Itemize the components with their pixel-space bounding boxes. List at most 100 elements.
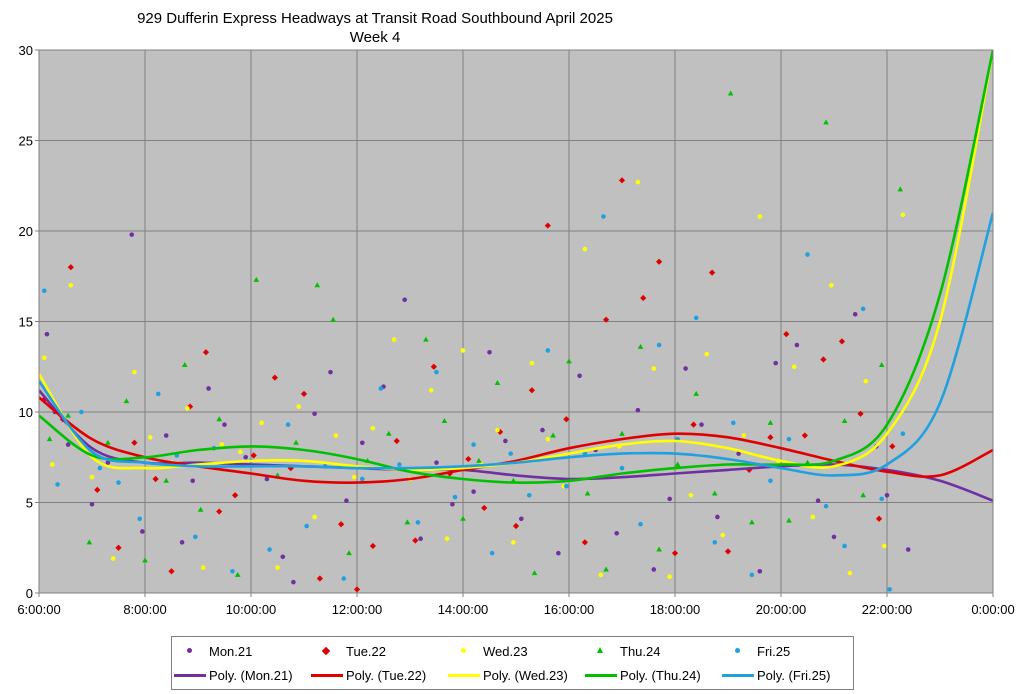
data-point-mon-21 [683, 366, 688, 371]
data-point-wed-23 [511, 540, 516, 545]
data-point-wed-23 [529, 360, 535, 366]
data-point-tue-22 [300, 390, 308, 398]
data-point-fri-25 [42, 288, 47, 294]
data-point-thu-24 [404, 519, 411, 525]
data-point-thu-24 [346, 550, 352, 556]
data-point-wed-23 [391, 337, 397, 342]
legend-item-poly-thu-24: Poly. (Thu.24) [583, 664, 701, 686]
legend-label: Thu.24 [620, 643, 661, 659]
data-point-fri-25 [489, 550, 495, 556]
data-point-thu-24 [804, 459, 811, 465]
x-tick-label: 6:00:00 [17, 602, 60, 617]
data-point-fri-25 [267, 547, 272, 552]
data-point-mon-21 [280, 554, 286, 560]
legend-item-poly-mon-21: Poly. (Mon.21) [172, 664, 293, 686]
data-point-fri-25 [526, 492, 532, 498]
data-point-thu-24 [46, 436, 53, 442]
y-tick-label: 25 [19, 134, 33, 149]
legend-line-icon [720, 664, 754, 686]
data-point-wed-23 [847, 570, 853, 576]
trendlines [39, 50, 993, 502]
data-point-wed-23 [185, 406, 190, 411]
chart-title: 929 Dufferin Express Headways at Transit… [137, 10, 613, 27]
data-point-wed-23 [667, 574, 672, 580]
legend-item-mon-21: Mon.21 [172, 640, 252, 662]
legend-label: Poly. (Wed.23) [483, 667, 568, 683]
legend-item-thu-24: Thu.24 [583, 640, 660, 662]
legend-line-icon [172, 664, 206, 686]
legend-item-poly-tue-22: Poly. (Tue.22) [309, 664, 426, 686]
data-point-mon-21 [651, 567, 657, 572]
data-point-mon-21 [89, 502, 95, 507]
legend-label: Poly. (Fri.25) [757, 667, 831, 683]
data-point-mon-21 [418, 536, 423, 541]
data-point-wed-23 [352, 474, 357, 480]
data-point-fri-25 [786, 436, 792, 442]
y-tick-label: 10 [19, 405, 33, 420]
data-point-fri-25 [471, 442, 476, 447]
data-point-tue-22 [512, 522, 520, 530]
data-point-mon-21 [105, 460, 111, 465]
data-point-thu-24 [550, 432, 556, 438]
data-point-mon-21 [328, 369, 333, 375]
legend-line-icon [583, 664, 617, 686]
data-point-thu-24 [767, 419, 774, 425]
y-tick-label: 0 [26, 586, 33, 601]
data-point-tue-22 [724, 548, 732, 555]
data-point-fri-25 [285, 422, 291, 427]
data-point-thu-24 [314, 282, 321, 288]
x-tick-label: 22:00:00 [862, 602, 913, 617]
data-point-thu-24 [841, 418, 848, 424]
data-point-fri-25 [397, 462, 402, 467]
data-point-wed-23 [259, 420, 264, 426]
legend-marker-icon [583, 640, 617, 662]
legend-label: Poly. (Tue.22) [346, 667, 427, 683]
data-point-fri-25 [378, 386, 384, 391]
data-point-fri-25 [155, 391, 161, 397]
data-point-thu-24 [423, 336, 429, 342]
data-point-thu-24 [711, 490, 718, 496]
data-point-wed-23 [132, 369, 137, 375]
data-point-wed-23 [42, 355, 47, 361]
data-point-mon-21 [129, 232, 135, 237]
data-point-mon-21 [243, 454, 248, 460]
legend-row-trendlines: Poly. (Mon.21) Poly. (Tue.22) Poly. (Wed.2… [172, 664, 853, 686]
trendline-poly-thu-24 [39, 50, 993, 484]
data-point-wed-23 [201, 565, 206, 570]
legend-line-icon [309, 664, 343, 686]
data-point-fri-25 [360, 476, 365, 482]
data-point-wed-23 [741, 433, 747, 438]
y-tick-label: 15 [19, 315, 33, 330]
data-point-fri-25 [137, 516, 142, 522]
data-point-thu-24 [494, 380, 501, 386]
data-point-fri-25 [545, 348, 551, 353]
data-point-wed-23 [863, 378, 869, 384]
legend: Mon.21 Tue.22 Wed.23 Thu.24 Fri.25 Poly. (Mo… [171, 636, 854, 690]
data-point-mon-21 [344, 498, 349, 503]
data-point-wed-23 [89, 474, 95, 480]
trendline-poly-wed-23 [39, 50, 993, 472]
data-point-mon-21 [667, 496, 672, 502]
data-point-thu-24 [65, 412, 71, 418]
data-point-tue-22 [875, 515, 883, 522]
data-point-mon-21 [736, 451, 741, 456]
data-point-thu-24 [637, 343, 644, 349]
legend-row-markers: Mon.21 Tue.22 Wed.23 Thu.24 Fri.25 [172, 640, 853, 662]
data-point-thu-24 [603, 566, 609, 572]
data-point-fri-25 [55, 482, 60, 487]
data-point-tue-22 [767, 434, 774, 441]
data-point-wed-23 [333, 433, 339, 438]
data-point-fri-25 [693, 315, 699, 321]
data-point-mon-21 [635, 407, 641, 413]
data-point-wed-23 [444, 536, 450, 541]
data-point-thu-24 [330, 316, 336, 322]
data-point-fri-25 [230, 568, 235, 574]
data-point-fri-25 [842, 543, 847, 549]
chart-svg: 0 5 10 15 20 25 30 6:00:00 8:00:00 10:00:00 12:00:… [17, 43, 1014, 617]
y-tick-label: 5 [26, 496, 33, 511]
data-point-wed-23 [312, 514, 317, 520]
x-tick-label: 0:00:00 [971, 602, 1014, 617]
data-point-thu-24 [86, 539, 93, 545]
data-point-tue-22 [231, 492, 239, 499]
data-point-fri-25 [731, 420, 736, 426]
